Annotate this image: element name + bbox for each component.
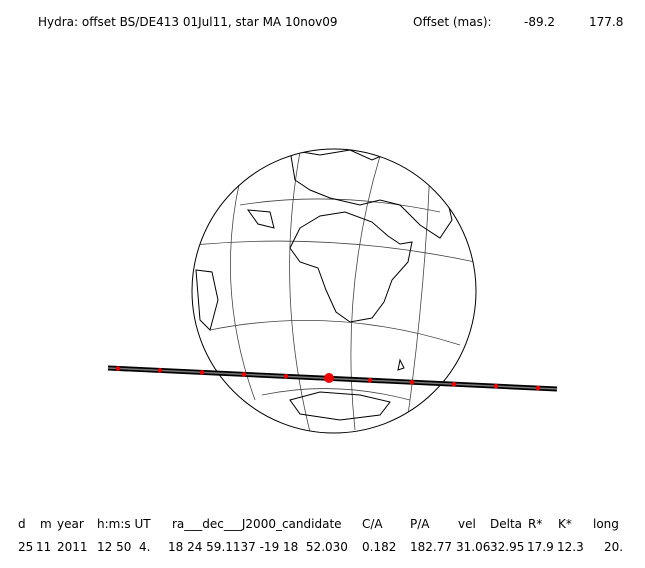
- shadow-track: [107, 365, 558, 392]
- column-header: R*: [528, 517, 542, 531]
- column-header: long: [593, 517, 619, 531]
- globe: [191, 148, 477, 434]
- table-cell: 2011: [57, 540, 88, 554]
- column-header: year: [57, 517, 84, 531]
- column-header: h:m:s UT: [97, 517, 151, 531]
- table-cell: 18 24 59.1137 -19 18 52.030: [168, 540, 348, 554]
- column-header: ra___dec___J2000_candidate: [172, 517, 342, 531]
- title: Hydra: offset BS/DE413 01Jul11, star MA …: [38, 15, 338, 29]
- table-cell: 17.9: [527, 540, 554, 554]
- column-header: vel: [458, 517, 476, 531]
- column-header: Delta: [490, 517, 522, 531]
- closest-approach: [324, 373, 334, 383]
- table-cell: 25: [18, 540, 33, 554]
- table-cell: 12 50 4.: [97, 540, 150, 554]
- data-table: d m year h:m:s UT ra___dec___J2000_candidate…: [18, 517, 623, 554]
- column-header: C/A: [362, 517, 383, 531]
- offset-ra: -89.2: [524, 15, 555, 29]
- column-header: d: [18, 517, 26, 531]
- table-cell: 32.95: [490, 540, 524, 554]
- table-cell: 31.06: [456, 540, 490, 554]
- table-cell: 20.: [604, 540, 623, 554]
- offset-label: Offset (mas):: [413, 15, 492, 29]
- offset-dec: 177.8: [589, 15, 623, 29]
- table-cell: 0.182: [362, 540, 396, 554]
- column-header: K*: [558, 517, 572, 531]
- table-cell: 182.77: [410, 540, 452, 554]
- column-header: m: [40, 517, 52, 531]
- table-cell: 11: [36, 540, 51, 554]
- table-cell: 12.3: [557, 540, 584, 554]
- column-header: P/A: [410, 517, 430, 531]
